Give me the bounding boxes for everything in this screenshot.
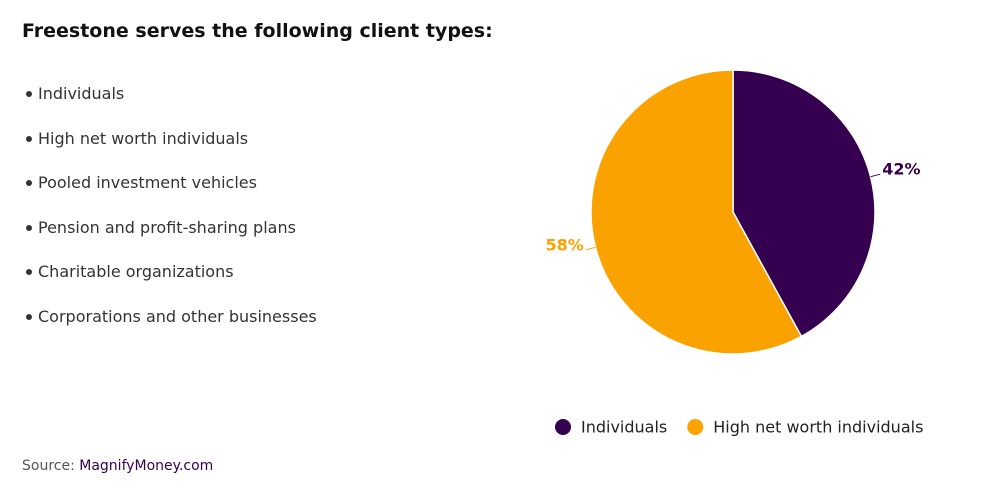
source-link[interactable]: MagnifyMoney.com [79,458,214,474]
legend-marker [687,419,704,435]
source: Source: MagnifyMoney.com [22,458,213,474]
data-label: 58% [545,235,583,254]
title: Freestone serves the following client ty… [22,20,493,42]
pie-slice [590,69,803,355]
leader-line [870,173,881,178]
leader-line [585,246,596,251]
list-item: Charitable organizations [24,260,317,305]
list-item: Individuals [24,82,317,127]
legend-label: Individuals [581,418,667,437]
data-label: 42% [882,160,920,179]
list-item: Pooled investment vehicles [24,171,317,216]
list-item: Pension and profit-sharing plans [24,216,317,261]
legend-label: High net worth individuals [713,418,923,437]
client-list: Individuals High net worth individuals Poo… [24,82,317,350]
list-item: High net worth individuals [24,127,317,172]
legend-marker [555,419,571,435]
source-label: Source: [22,458,75,474]
list-item: Corporations and other businesses [24,305,317,350]
